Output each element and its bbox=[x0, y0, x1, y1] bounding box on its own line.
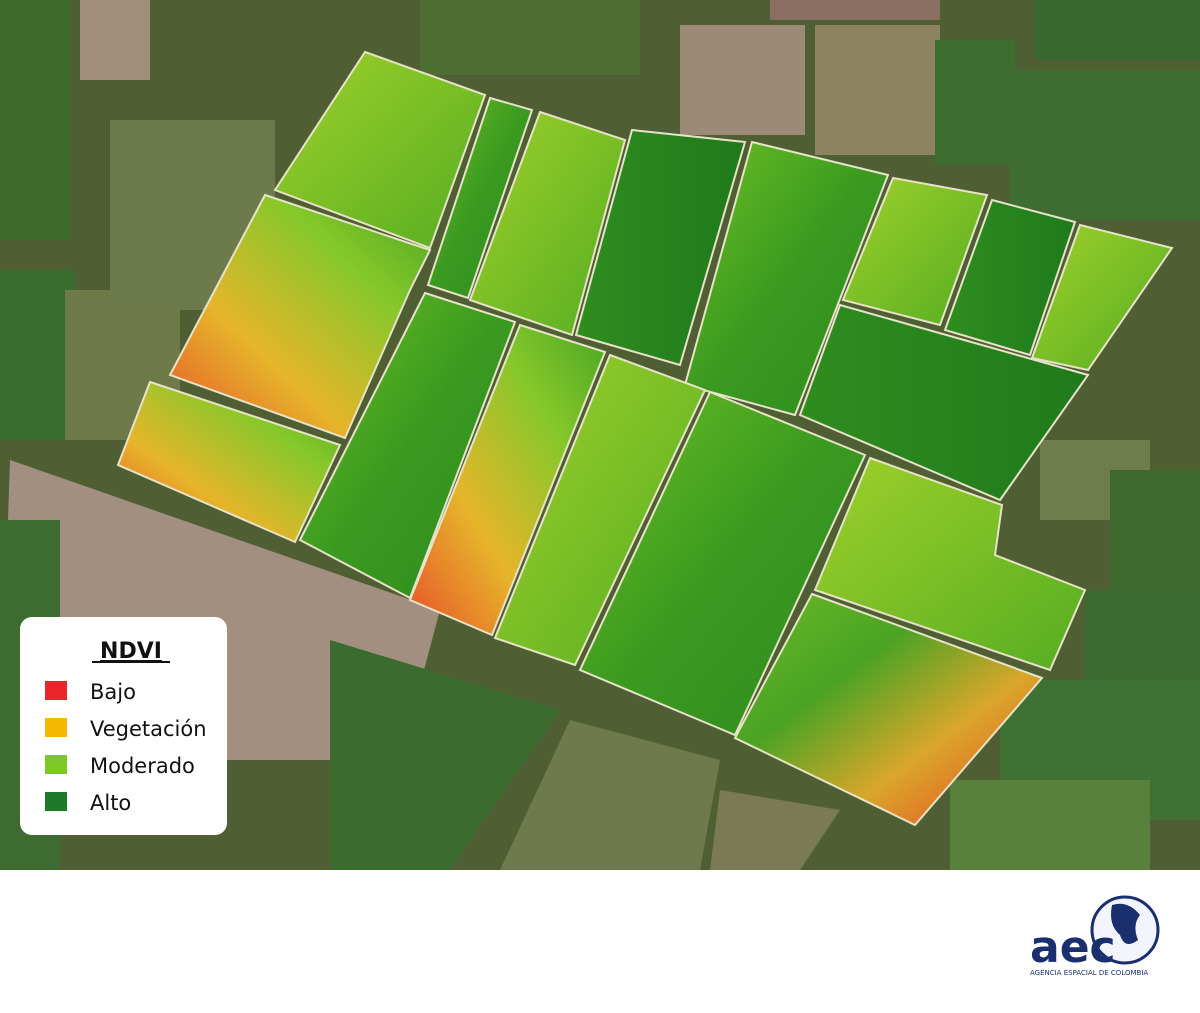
logo-continents bbox=[1111, 903, 1140, 944]
ndvi-fields bbox=[116, 50, 1174, 827]
legend-label: Moderado bbox=[90, 754, 195, 778]
legend: NDVI Bajo Vegetación Moderado Alto bbox=[20, 617, 227, 835]
legend-title: NDVI bbox=[100, 639, 162, 664]
legend-swatch bbox=[45, 792, 67, 811]
legend-label: Bajo bbox=[90, 680, 136, 704]
legend-swatch bbox=[45, 755, 67, 774]
legend-label: Vegetación bbox=[90, 717, 207, 741]
logo: aec AGENCIA ESPACIAL DE COLOMBIA bbox=[1030, 895, 1160, 977]
legend-label: Alto bbox=[90, 791, 131, 815]
legend-box bbox=[20, 617, 227, 835]
logo-subtitle: AGENCIA ESPACIAL DE COLOMBIA bbox=[1030, 969, 1148, 977]
legend-swatch bbox=[45, 681, 67, 700]
legend-swatch bbox=[45, 718, 67, 737]
logo-name: aec bbox=[1030, 922, 1116, 973]
legend-items: Bajo Vegetación Moderado Alto bbox=[45, 680, 207, 815]
